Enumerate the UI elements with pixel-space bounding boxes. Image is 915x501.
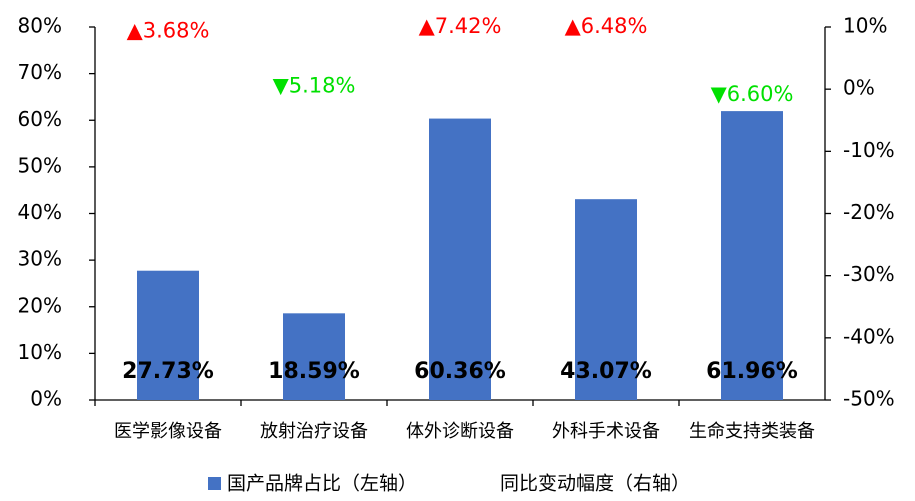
bar	[721, 111, 783, 400]
bar	[429, 118, 491, 400]
legend-swatch	[208, 477, 221, 490]
bar-value-label: 27.73%	[122, 359, 214, 384]
bar-value-label: 18.59%	[268, 359, 360, 384]
bar-value-label: 43.07%	[560, 359, 652, 384]
y2-tick-label: 0%	[843, 76, 875, 100]
y-tick-label: 50%	[18, 153, 62, 177]
bar-value-label: 61.96%	[706, 359, 798, 384]
y-tick-label: 40%	[18, 200, 62, 224]
y-tick-label: 0%	[30, 387, 62, 411]
change-point	[604, 47, 608, 51]
change-point	[458, 41, 462, 45]
change-label: ▼5.18%	[273, 73, 356, 97]
change-point	[166, 64, 170, 68]
y-tick-label: 20%	[18, 293, 62, 317]
x-tick-label: 生命支持类装备	[689, 421, 815, 442]
x-tick-label: 体外诊断设备	[406, 421, 514, 442]
bar	[283, 313, 345, 400]
bar-value-label: 60.36%	[414, 359, 506, 384]
x-tick-label: 医学影像设备	[114, 421, 222, 442]
x-tick-label: 外科手术设备	[552, 421, 660, 442]
y-tick-label: 10%	[18, 340, 62, 364]
x-tick-label: 放射治疗设备	[260, 421, 368, 442]
y2-tick-label: -30%	[843, 262, 895, 286]
y-tick-label: 60%	[18, 107, 62, 131]
change-label: ▲3.68%	[127, 18, 210, 42]
y2-tick-label: -40%	[843, 324, 895, 348]
change-label: ▲7.42%	[419, 14, 502, 38]
bar	[137, 270, 199, 400]
y-tick-label: 70%	[18, 60, 62, 84]
y-tick-label: 30%	[18, 247, 62, 271]
y2-tick-label: 10%	[843, 14, 887, 38]
y2-tick-label: -20%	[843, 200, 895, 224]
y-tick-label: 80%	[18, 14, 62, 38]
change-point	[312, 119, 316, 123]
bar	[575, 199, 637, 400]
y2-tick-label: -50%	[843, 387, 895, 411]
y2-tick-label: -10%	[843, 138, 895, 162]
legend-label: 同比变动幅度（右轴）	[500, 473, 690, 495]
change-label: ▲6.48%	[565, 14, 648, 38]
change-label: ▼6.60%	[711, 82, 794, 106]
legend-label: 国产品牌占比（左轴）	[227, 473, 417, 495]
